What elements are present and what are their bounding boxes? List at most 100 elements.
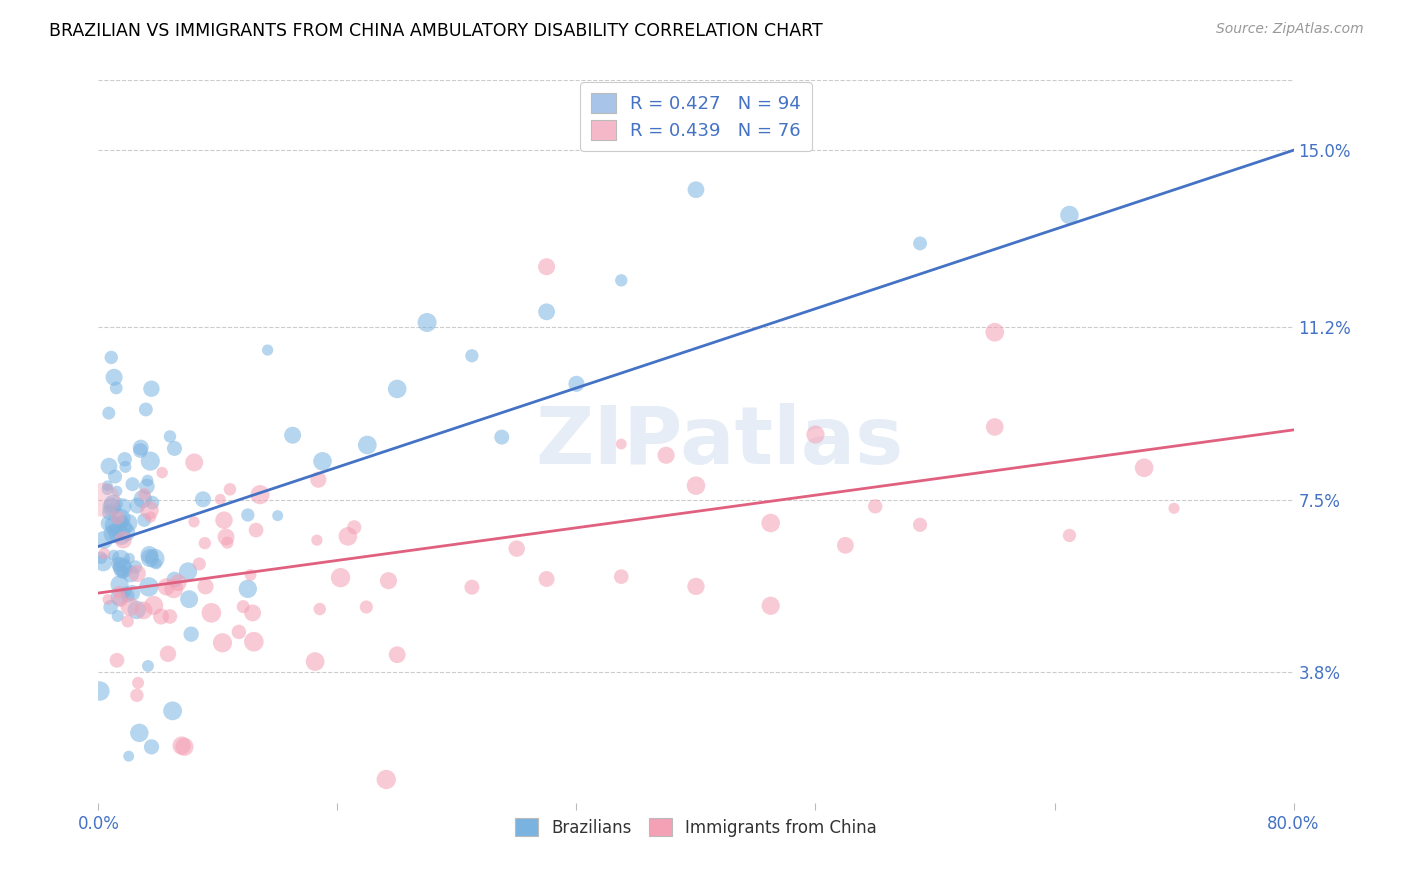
Point: [114, 520, 136, 534]
Point: [100, 500, 122, 514]
Point: [139, 551, 162, 566]
Point: [114, 585, 136, 599]
Point: [163, 582, 186, 596]
Point: [117, 615, 139, 629]
Point: [115, 525, 138, 540]
Point: [98, 459, 121, 474]
Point: [120, 566, 142, 581]
Point: [461, 349, 484, 363]
Point: [121, 586, 143, 600]
Point: [138, 503, 160, 517]
Point: [685, 478, 707, 492]
Point: [610, 437, 633, 451]
Point: [461, 580, 484, 594]
Point: [141, 496, 163, 510]
Point: [242, 606, 264, 620]
Point: [162, 704, 184, 718]
Point: [118, 551, 141, 566]
Point: [105, 653, 128, 667]
Point: [117, 516, 139, 530]
Text: ZIPatlas: ZIPatlas: [536, 402, 904, 481]
Point: [217, 535, 239, 549]
Point: [167, 575, 190, 590]
Point: [245, 523, 267, 537]
Point: [336, 529, 359, 543]
Point: [103, 523, 125, 537]
Point: [118, 749, 141, 764]
Point: [138, 548, 160, 562]
Point: [211, 636, 233, 650]
Point: [136, 659, 159, 673]
Point: [267, 508, 290, 523]
Point: [610, 569, 633, 583]
Point: [984, 420, 1007, 434]
Point: [215, 530, 238, 544]
Point: [91, 492, 114, 507]
Point: [124, 560, 146, 574]
Point: [200, 606, 222, 620]
Point: [156, 647, 179, 661]
Point: [1059, 208, 1081, 222]
Point: [110, 511, 132, 525]
Point: [565, 376, 588, 391]
Point: [117, 589, 139, 603]
Point: [375, 772, 398, 787]
Point: [311, 454, 333, 468]
Point: [127, 499, 149, 513]
Point: [377, 574, 399, 588]
Point: [103, 497, 125, 511]
Legend: Brazilians, Immigrants from China: Brazilians, Immigrants from China: [506, 810, 886, 845]
Point: [111, 565, 134, 579]
Point: [232, 599, 254, 614]
Point: [150, 466, 173, 480]
Point: [139, 510, 162, 524]
Point: [98, 505, 121, 519]
Point: [343, 520, 366, 534]
Point: [105, 381, 128, 395]
Point: [107, 557, 129, 571]
Point: [111, 515, 134, 529]
Point: [96, 479, 118, 493]
Point: [281, 428, 304, 442]
Point: [118, 599, 141, 614]
Point: [173, 739, 195, 754]
Point: [121, 477, 143, 491]
Point: [129, 443, 152, 458]
Point: [163, 573, 186, 587]
Point: [170, 739, 193, 753]
Point: [141, 382, 163, 396]
Point: [183, 515, 205, 529]
Point: [159, 609, 181, 624]
Point: [159, 429, 181, 443]
Point: [111, 562, 134, 576]
Point: [536, 305, 558, 319]
Point: [385, 648, 409, 662]
Point: [804, 427, 827, 442]
Point: [239, 568, 262, 582]
Text: Source: ZipAtlas.com: Source: ZipAtlas.com: [1216, 22, 1364, 37]
Point: [143, 551, 166, 566]
Point: [89, 684, 111, 698]
Point: [132, 491, 155, 506]
Point: [103, 370, 125, 384]
Point: [125, 603, 148, 617]
Point: [416, 316, 439, 330]
Point: [180, 627, 202, 641]
Point: [93, 533, 115, 547]
Point: [984, 325, 1007, 339]
Point: [249, 488, 271, 502]
Point: [98, 516, 121, 531]
Point: [103, 518, 125, 533]
Point: [308, 602, 330, 616]
Point: [105, 484, 128, 499]
Point: [100, 351, 122, 365]
Point: [655, 448, 678, 462]
Point: [236, 508, 259, 522]
Point: [307, 473, 329, 487]
Point: [129, 441, 152, 455]
Point: [90, 550, 112, 565]
Point: [536, 572, 558, 586]
Point: [329, 571, 352, 585]
Point: [1059, 528, 1081, 542]
Point: [114, 459, 136, 474]
